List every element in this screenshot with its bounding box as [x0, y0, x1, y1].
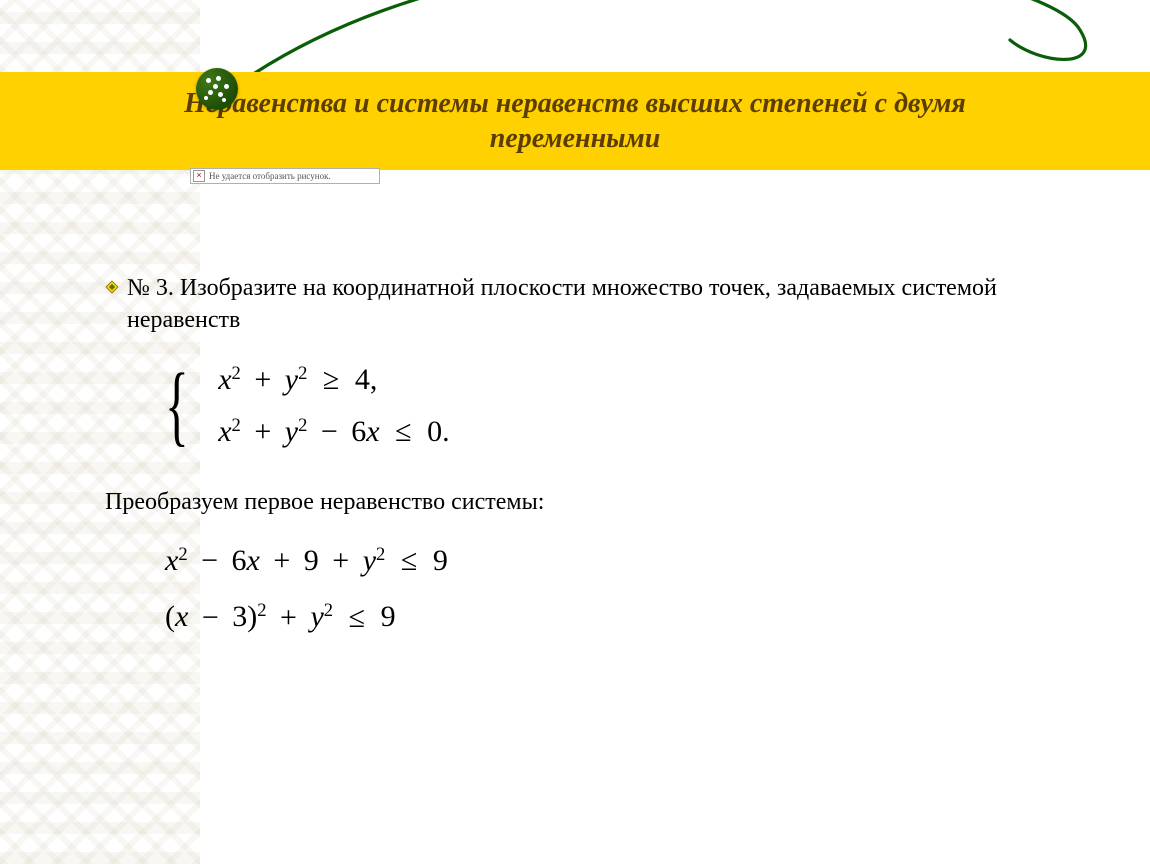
- bullet-icon: [105, 280, 119, 294]
- system-brace: {: [165, 370, 189, 442]
- title-band: Неравенства и системы неравенств высших …: [0, 72, 1150, 170]
- task-line: № 3. Изобразите на координатной плоскост…: [105, 272, 1065, 337]
- task-body: Изобразите на координатной плоскости мно…: [127, 275, 997, 333]
- task-text: № 3. Изобразите на координатной плоскост…: [127, 272, 1065, 337]
- dot-cluster-decor: [196, 68, 238, 110]
- system-eq-2: x2 + y2 − 6x ≤ 0.: [218, 415, 449, 449]
- transform-text: Преобразуем первое неравенство системы:: [105, 489, 1065, 516]
- sys1-rel: ≥: [323, 363, 339, 397]
- sys1-rhs: 4: [355, 363, 370, 396]
- sys2-lhs: x2 + y2 − 6x: [218, 415, 379, 448]
- sys2-rel: ≤: [395, 415, 411, 449]
- slide: Неравенства и системы неравенств высших …: [0, 0, 1150, 864]
- system-eq-1: x2 + y2 ≥ 4,: [218, 363, 449, 397]
- derivation-line-2: (x − 3)2 + y2 ≤ 9: [165, 600, 1065, 634]
- system-equations: x2 + y2 ≥ 4, x2 + y2 − 6x ≤ 0.: [218, 363, 449, 449]
- system-block: { x2 + y2 ≥ 4, x2 + y2 − 6x ≤ 0.: [165, 363, 1065, 449]
- sys1-tail: ,: [370, 363, 378, 396]
- sys2-rhs: 0: [427, 415, 442, 448]
- broken-image-icon: ×: [193, 170, 205, 182]
- task-label: № 3.: [127, 275, 174, 301]
- broken-image-placeholder: × Не удается отобразить рисунок.: [190, 168, 380, 184]
- sys1-lhs: x2 + y2: [218, 363, 307, 396]
- derivation-line-1: x2 − 6x + 9 + y2 ≤ 9: [165, 544, 1065, 578]
- broken-image-text: Не удается отобразить рисунок.: [209, 171, 331, 181]
- slide-title: Неравенства и системы неравенств высших …: [125, 86, 1025, 156]
- content-area: № 3. Изобразите на координатной плоскост…: [105, 272, 1065, 635]
- sys2-tail: .: [442, 415, 450, 448]
- derivation-block: x2 − 6x + 9 + y2 ≤ 9 (x − 3)2 + y2 ≤ 9: [165, 544, 1065, 634]
